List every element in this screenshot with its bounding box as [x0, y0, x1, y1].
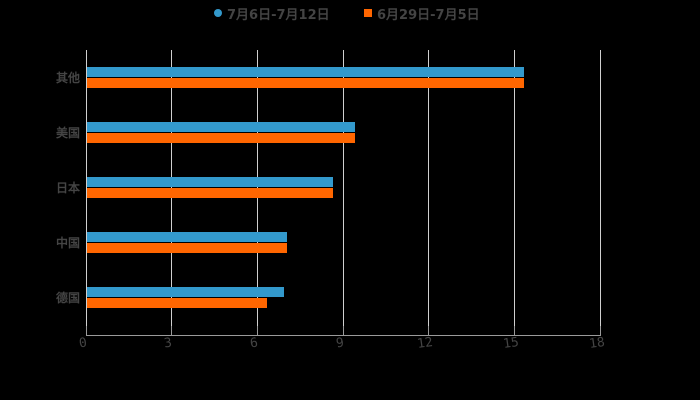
x-axis-tick — [86, 326, 87, 336]
category-label-germany: 德国 — [55, 291, 80, 305]
legend-square-icon — [364, 9, 372, 17]
legend-label: 6月29日-7月5日 — [377, 7, 480, 23]
category-label-usa: 美国 — [55, 126, 80, 140]
x-tick-label: 15 — [502, 334, 520, 353]
x-axis-tick — [257, 326, 258, 336]
bar-germany-week-1[interactable] — [87, 287, 284, 297]
bar-usa-week-1[interactable] — [87, 122, 355, 132]
bar-usa-week-2[interactable] — [87, 133, 355, 143]
chart-legend: 7月6日-7月12日 6月29日-7月5日 — [0, 3, 700, 23]
bar-japan-week-1[interactable] — [87, 177, 333, 187]
gridline — [428, 50, 429, 326]
gridline — [600, 50, 601, 326]
gridline — [343, 50, 344, 326]
legend-circle-icon — [214, 9, 222, 17]
x-tick-label: 0 — [78, 335, 88, 352]
category-label-china: 中国 — [55, 236, 80, 250]
x-tick-label: 18 — [588, 334, 606, 353]
category-label-other: 其他 — [55, 71, 80, 85]
bar-germany-week-2[interactable] — [87, 298, 267, 308]
gridline — [514, 50, 515, 326]
x-axis-tick — [428, 326, 429, 336]
legend-item-week-2[interactable]: 6月29日-7月5日 — [364, 3, 480, 23]
x-tick-label: 3 — [163, 335, 173, 352]
x-tick-label: 6 — [249, 335, 259, 352]
legend-item-week-1[interactable]: 7月6日-7月12日 — [214, 3, 330, 23]
x-tick-label: 12 — [416, 334, 434, 353]
category-label-japan: 日本 — [55, 181, 80, 195]
legend-label: 7月6日-7月12日 — [227, 7, 330, 23]
x-axis-tick — [171, 326, 172, 336]
x-axis-tick — [514, 326, 515, 336]
x-axis-tick — [343, 326, 344, 336]
gridline — [86, 50, 87, 326]
bar-china-week-2[interactable] — [87, 243, 287, 253]
x-axis-tick — [600, 326, 601, 336]
bar-japan-week-2[interactable] — [87, 188, 333, 198]
bar-other-week-1[interactable] — [87, 67, 524, 77]
bar-other-week-2[interactable] — [87, 78, 524, 88]
bar-china-week-1[interactable] — [87, 232, 287, 242]
x-tick-label: 9 — [335, 335, 345, 352]
